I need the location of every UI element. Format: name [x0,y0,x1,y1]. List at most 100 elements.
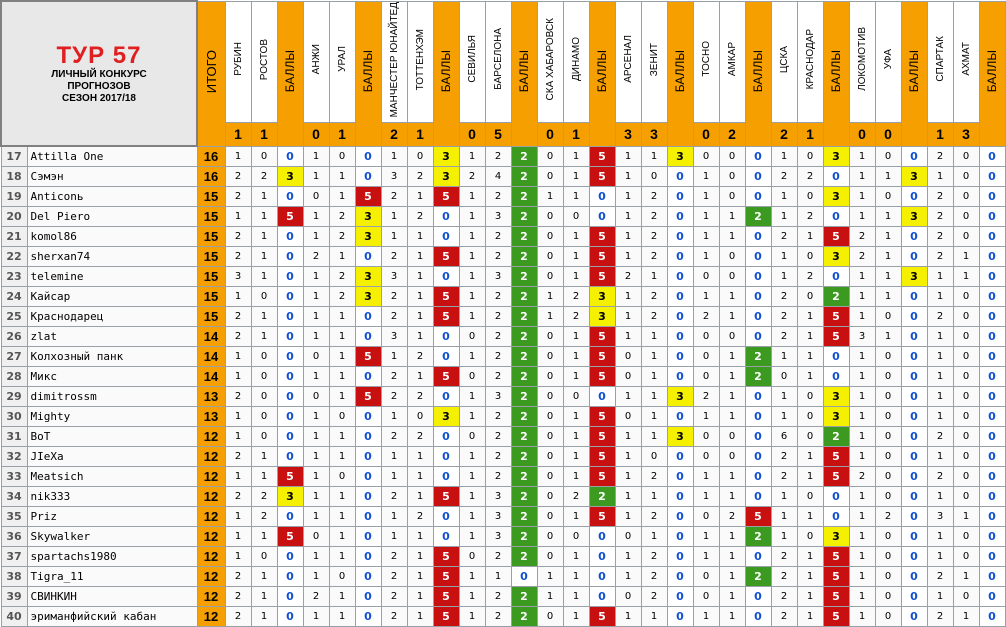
prediction-home: 0 [458,425,486,447]
prediction-home: 1 [614,205,642,227]
participant-name: Priz [26,505,198,527]
match-6-points-header: БАЛЛЫ [744,0,772,147]
prediction-home: 1 [770,405,798,427]
prediction-away: 1 [796,545,824,567]
match-points: 0 [276,445,304,467]
prediction-away: 1 [640,325,668,347]
match-points: 5 [354,185,382,207]
prediction-away: 1 [250,525,278,547]
match-points: 0 [744,145,772,167]
match-7-home-goals: 2 [770,121,798,147]
match-0-home-goals: 1 [224,121,252,147]
prediction-home: 2 [224,445,252,467]
prediction-away: 1 [562,365,590,387]
prediction-away: 0 [874,405,902,427]
match-points: 0 [900,465,928,487]
prediction-home: 1 [302,145,330,167]
match-8-points-label: БАЛЛЫ [906,50,921,93]
prediction-away: 1 [406,225,434,247]
prediction-away: 1 [328,585,356,607]
prediction-away: 0 [874,365,902,387]
match-points: 0 [588,585,616,607]
prediction-away: 3 [484,505,512,527]
prediction-home: 1 [926,325,954,347]
participant-name: Meatsich [26,465,198,487]
prediction-home: 2 [926,205,954,227]
prediction-home: 2 [380,565,408,587]
match-points: 0 [822,365,850,387]
match-points: 0 [432,465,460,487]
prediction-home: 1 [848,185,876,207]
prediction-away: 1 [328,185,356,207]
prediction-away: 1 [562,465,590,487]
prediction-away: 1 [562,165,590,187]
total-points: 12 [196,485,226,507]
total-points: 14 [196,325,226,347]
prediction-home: 1 [614,465,642,487]
prediction-away: 1 [562,325,590,347]
match-points: 0 [900,505,928,527]
prediction-away: 0 [796,185,824,207]
prediction-home: 2 [770,165,798,187]
prediction-home: 0 [536,505,564,527]
total-points: 15 [196,265,226,287]
match-points: 0 [978,225,1006,247]
participant-name: Anticonь [26,185,198,207]
prediction-away: 1 [874,225,902,247]
prediction-away: 1 [250,565,278,587]
prediction-home: 1 [848,545,876,567]
prediction-home: 1 [692,285,720,307]
match-points: 2 [510,205,538,227]
match-points: 0 [666,545,694,567]
prediction-away: 2 [328,285,356,307]
prediction-away: 0 [640,445,668,467]
row-number: 38 [0,565,28,587]
prediction-away: 2 [250,505,278,527]
total-points: 15 [196,285,226,307]
prediction-home: 2 [770,545,798,567]
prediction-home: 0 [692,425,720,447]
prediction-away: 0 [952,165,980,187]
prediction-home: 2 [926,145,954,167]
prediction-away: 2 [562,305,590,327]
prediction-home: 1 [224,405,252,427]
match-4-home-label: СКА ХАБАРОВСК [544,17,556,101]
match-points: 3 [354,265,382,287]
tour-title: ТУР 57 [56,41,142,69]
table-row: 37 spartachs1980 12 1 0 0 1 1 0 2 1 5 0 2 2 0 1 0 1 2 0 1 1 0 2 1… [0,545,1006,567]
match-points: 0 [588,385,616,407]
prediction-home: 2 [224,485,252,507]
match-points: 0 [900,145,928,167]
match-7-home-label: ЦСКА [778,45,790,73]
match-points: 0 [900,385,928,407]
itogo-header-label: ИТОГО [203,49,219,93]
prediction-away: 1 [250,445,278,467]
prediction-home: 1 [770,485,798,507]
prediction-home: 1 [614,245,642,267]
prediction-away: 0 [562,385,590,407]
prediction-home: 1 [536,285,564,307]
prediction-away: 0 [718,265,746,287]
prediction-home: 1 [692,185,720,207]
prediction-away: 0 [874,145,902,167]
match-points: 5 [822,585,850,607]
total-points: 15 [196,225,226,247]
match-points: 2 [510,285,538,307]
total-points: 15 [196,205,226,227]
match-5-away-label: ЗЕНИТ [648,42,660,76]
prediction-home: 1 [458,185,486,207]
prediction-home: 0 [536,525,564,547]
prediction-away: 2 [796,205,824,227]
match-points: 0 [900,545,928,567]
prediction-home: 1 [458,585,486,607]
match-points: 0 [432,345,460,367]
prediction-home: 1 [848,305,876,327]
match-points: 5 [588,265,616,287]
prediction-away: 0 [406,145,434,167]
match-2-away-goals: 1 [406,121,434,147]
prediction-home: 1 [380,505,408,527]
prediction-home: 1 [770,265,798,287]
participant-name: zlat [26,325,198,347]
match-points: 0 [900,285,928,307]
prediction-home: 2 [380,605,408,627]
